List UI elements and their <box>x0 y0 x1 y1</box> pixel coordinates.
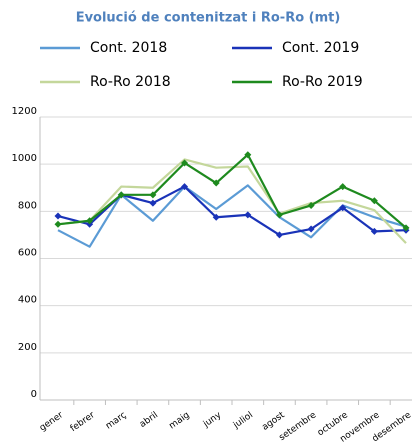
x-tick-label: abril <box>138 410 160 430</box>
point-marker <box>402 224 410 232</box>
point-marker <box>149 191 157 199</box>
legend-label: Ro-Ro 2019 <box>282 74 363 90</box>
x-tick-label: juny <box>201 410 224 430</box>
point-marker <box>339 183 347 191</box>
series-line <box>57 185 407 237</box>
legend-label: Cont. 2019 <box>282 40 359 56</box>
point-marker <box>244 151 252 159</box>
y-tick-label: 600 <box>18 248 37 259</box>
point-marker <box>370 227 378 235</box>
point-marker <box>307 201 315 209</box>
point-marker <box>54 212 62 220</box>
x-tick-label: febrer <box>69 410 97 434</box>
y-tick-label: 800 <box>18 200 37 211</box>
x-tick-label: juliol <box>231 410 255 431</box>
x-tick-label: març <box>104 410 128 431</box>
legend-label: Ro-Ro 2018 <box>90 74 171 90</box>
series-line <box>57 153 407 229</box>
point-marker <box>275 211 283 219</box>
point-marker <box>86 220 94 228</box>
point-marker <box>307 225 315 233</box>
point-marker <box>339 204 347 212</box>
point-marker <box>117 191 125 199</box>
y-tick-label: 200 <box>18 342 37 353</box>
point-marker <box>370 197 378 205</box>
y-tick-label: 1200 <box>12 106 37 117</box>
x-tick-label: agost <box>260 410 287 433</box>
series-line <box>57 184 407 248</box>
point-marker <box>54 220 62 228</box>
point-marker <box>86 217 94 225</box>
chart-title: Evolució de contenitzat i Ro-Ro (mt) <box>76 11 341 26</box>
point-marker <box>244 211 252 219</box>
point-marker <box>181 183 189 191</box>
point-marker <box>212 213 220 221</box>
y-tick-label: 1000 <box>12 153 37 164</box>
point-marker <box>181 159 189 167</box>
point-marker <box>212 179 220 187</box>
point-marker <box>149 199 157 207</box>
x-tick-label: maig <box>168 410 192 431</box>
series-line <box>57 158 407 244</box>
point-marker <box>275 231 283 239</box>
y-tick-label: 400 <box>18 295 37 306</box>
legend-label: Cont. 2018 <box>90 40 167 56</box>
y-tick-label: 0 <box>31 389 37 400</box>
x-tick-label: gener <box>38 410 65 433</box>
